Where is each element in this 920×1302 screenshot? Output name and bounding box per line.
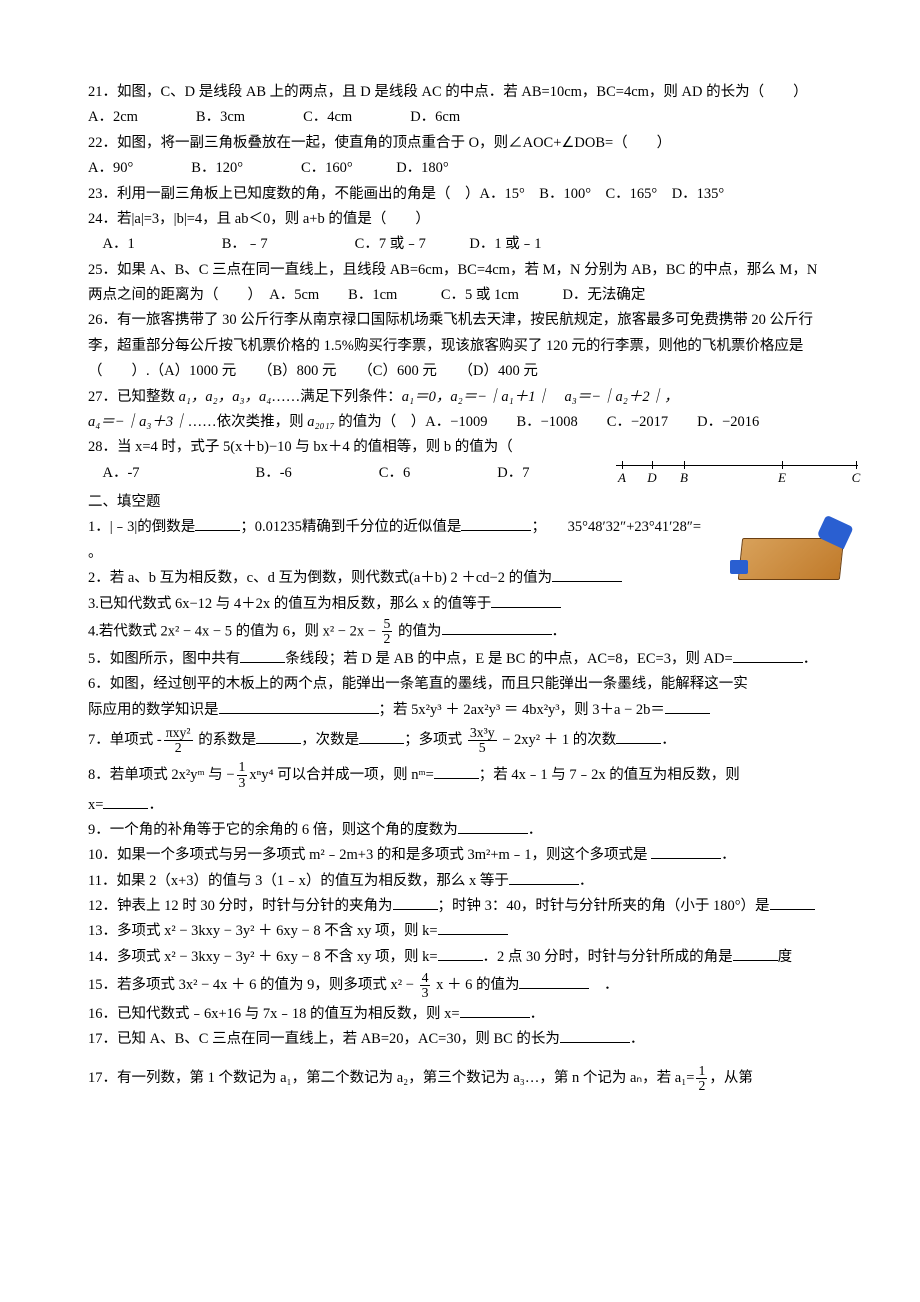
frac-5-2: 52 [380, 617, 395, 647]
q24-opts: A．1 B．﹣7 C．7 或﹣7 D．1 或﹣1 [88, 232, 832, 257]
q27-c: ……依次类推，则 [188, 414, 308, 430]
blank [733, 945, 778, 961]
f12: 12．钟表上 12 时 30 分时，时针与分针的夹角为；时钟 3：40，时针与分… [88, 894, 832, 919]
q27-d: 的值为（ ）A．−1009 B．−1008 C．−2017 D．−2016 [335, 414, 760, 430]
f4: 4.若代数式 2x² − 4x − 5 的值为 6，则 x² − 2x − 52… [88, 617, 832, 647]
blank [552, 567, 622, 583]
fill-header: 二、填空题 [88, 490, 832, 515]
q26-stem: 26．有一旅客携带了 30 公斤行李从南京禄口国际机场乘飞机去天津，按民航规定，… [88, 308, 832, 384]
q25-stem: 25．如果 A、B、C 三点在同一直线上，且线段 AB=6cm，BC=4cm，若… [88, 258, 832, 309]
segment-diagram: A D B E C [612, 459, 862, 481]
f6-l1: 6．如图，经过刨平的木板上的两个点，能弹出一条笔直的墨线，而且只能弹出一条墨线，… [88, 672, 832, 697]
blank [438, 920, 508, 936]
q21-stem: 21．如图，C、D 是线段 AB 上的两点，且 D 是线段 AC 的中点．若 A… [88, 80, 832, 105]
f14: 14．多项式 x² − 3kxy − 3y² ＋ 6xy − 8 不含 xy 项… [88, 945, 832, 970]
q27-a2017: a₂₀₁₇ [307, 414, 334, 430]
blank [240, 647, 285, 663]
f6-l2: 际应用的数学知识是；若 5x²y³ ＋ 2ax²y³ ＝ 4bx²y³，则 3＋… [88, 698, 832, 723]
f16: 16．已知代数式﹣6x+16 与 7x﹣18 的值互为相反数，则 x=． [88, 1002, 832, 1027]
blank [461, 516, 531, 532]
blank [519, 974, 589, 990]
q28-stem: 28．当 x=4 时，式子 5(x＋b)−10 与 bx＋4 的值相等，则 b … [88, 439, 513, 455]
blank [770, 895, 815, 911]
blank [219, 698, 379, 714]
f7: 7．单项式 -πxy²2 的系数是，次数是；多项式 3x³y5 − 2xy² ＋… [88, 723, 832, 758]
f9: 9．一个角的补角等于它的余角的 6 倍，则这个角的度数为． [88, 818, 832, 843]
blank [442, 620, 552, 636]
q22-opts: A．90° B．120° C．160° D．180° [88, 156, 832, 181]
f17: 17．已知 A、B、C 三点在同一直线上，若 AB=20，AC=30，则 BC … [88, 1027, 832, 1052]
f5: 5．如图所示，图中共有条线段；若 D 是 AB 的中点，E 是 BC 的中点，A… [88, 647, 832, 672]
f3: 3.已知代数式 6x−12 与 4＋2x 的值互为相反数，那么 x 的值等于 [88, 592, 832, 617]
blank [491, 592, 561, 608]
blank [434, 763, 479, 779]
blank [438, 945, 483, 961]
f1: 1．|﹣3|的倒数是；0.01235精确到千分位的近似值是； 35°48′32″… [88, 515, 832, 540]
blank [393, 895, 438, 911]
f15: 15．若多项式 3x² − 4x ＋ 6 的值为 9，则多项式 x² − 43 … [88, 970, 832, 1002]
q24-stem: 24．若|a|=3，|b|=4，且 ab＜0，则 a+b 的值是（ ） [88, 207, 832, 232]
blank [560, 1028, 630, 1044]
blank [103, 793, 148, 809]
q27-b: ……满足下列条件： [271, 389, 402, 405]
q27-a4: a₄＝−｜a₃＋3｜ [88, 414, 188, 430]
blank [616, 728, 661, 744]
frac-4-3: 43 [418, 971, 433, 1001]
q23-stem: 23．利用一副三角板上已知度数的角，不能画出的角是（ ）A．15° B．100°… [88, 182, 832, 207]
f1-tail: 。 [88, 541, 832, 566]
blank [195, 516, 240, 532]
blank [509, 869, 579, 885]
frac-1-3: 13 [235, 760, 250, 790]
blank [256, 728, 301, 744]
blank [460, 1003, 530, 1019]
plank-image [730, 520, 850, 590]
f18: 17．有一列数，第 1 个数记为 a₁，第二个数记为 a₂，第三个数记为 a₃…… [88, 1063, 832, 1095]
q27-a: 27．已知整数 [88, 389, 179, 405]
f2: 2．若 a、b 互为相反数，c、d 互为倒数，则代数式(a＋b) 2 ＋cd−2… [88, 566, 832, 591]
blank [651, 844, 721, 860]
q27-seq: a₁，a₂，a₃，a₄ [179, 389, 272, 405]
f13: 13．多项式 x² − 3kxy − 3y² ＋ 6xy − 8 不含 xy 项… [88, 919, 832, 944]
f8: 8．若单项式 2x²yᵐ 与 −13xⁿy⁴ 可以合并成一项，则 nᵐ=；若 4… [88, 758, 832, 793]
frac-1-2: 12 [694, 1064, 709, 1094]
q22-stem: 22．如图，将一副三角板叠放在一起，使直角的顶点重合于 O，则∠AOC+∠DOB… [88, 131, 832, 156]
f11: 11．如果 2（x+3）的值与 3（1﹣x）的值互为相反数，那么 x 等于． [88, 869, 832, 894]
blank [458, 818, 528, 834]
q27-conds: a₁＝0，a₂＝−｜a₁＋1｜ a₃＝−｜a₂＋2｜， [402, 389, 679, 405]
q27-line2: a₄＝−｜a₃＋3｜……依次类推，则 a₂₀₁₇ 的值为（ ）A．−1009 B… [88, 410, 832, 435]
q21-opts: A．2cm B．3cm C．4cm D．6cm [88, 105, 832, 130]
blank [665, 698, 710, 714]
frac-mono: πxy²2 [162, 726, 195, 756]
q27-line1: 27．已知整数 a₁，a₂，a₃，a₄……满足下列条件：a₁＝0，a₂＝−｜a₁… [88, 385, 832, 410]
q28-line: 28．当 x=4 时，式子 5(x＋b)−10 与 bx＋4 的值相等，则 b … [88, 435, 832, 460]
frac-poly: 3x³y5 [466, 726, 499, 756]
f10: 10．如果一个多项式与另一多项式 m²﹣2m+3 的和是多项式 3m²+m﹣1，… [88, 843, 832, 868]
blank [359, 728, 404, 744]
f8-l2: x=． [88, 793, 832, 818]
blank [733, 647, 803, 663]
page: 21．如图，C、D 是线段 AB 上的两点，且 D 是线段 AC 的中点．若 A… [0, 0, 920, 1302]
